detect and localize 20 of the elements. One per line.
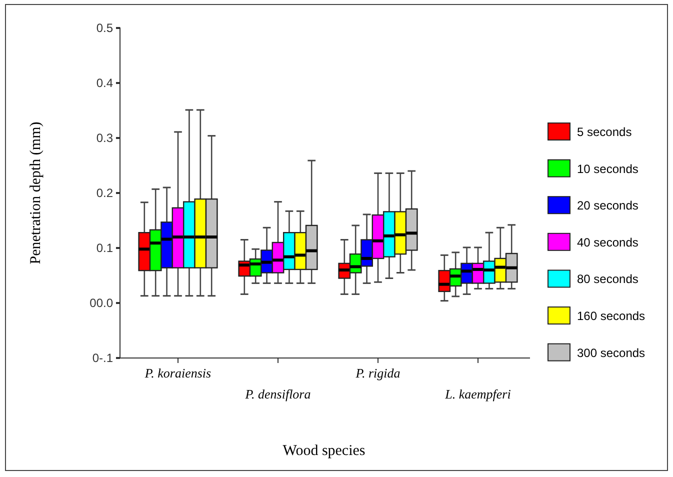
x-tick-label: L. kaempferi [444, 386, 512, 402]
y-tick-label: 0.1 [96, 240, 114, 255]
y-tick-label: 0.5 [96, 20, 114, 35]
y-tick-label: 0.2 [96, 186, 114, 200]
legend-label: 5 seconds [577, 125, 632, 139]
y-tick-label: 0.3 [96, 130, 114, 145]
y-tick-label: 00.0 [90, 296, 114, 310]
legend-label: 20 seconds [577, 198, 638, 213]
x-tick-label: P. koraiensis [144, 366, 212, 381]
legend-label: 300 seconds [577, 346, 646, 360]
y-tick-label: 0.4 [96, 76, 114, 90]
x-tick-label: P. densiflora [244, 386, 312, 402]
legend-label: 10 seconds [577, 162, 638, 176]
x-tick-label: P. rigida [354, 366, 401, 381]
x-axis-title: Wood species [282, 443, 366, 459]
legend-label: 80 seconds [577, 272, 638, 286]
y-tick-label: 0-.1 [92, 350, 114, 365]
legend-label: 40 seconds [577, 235, 638, 250]
legend-label: 160 seconds [577, 309, 646, 323]
y-axis-title: Penetration depth (mm) [28, 122, 44, 264]
